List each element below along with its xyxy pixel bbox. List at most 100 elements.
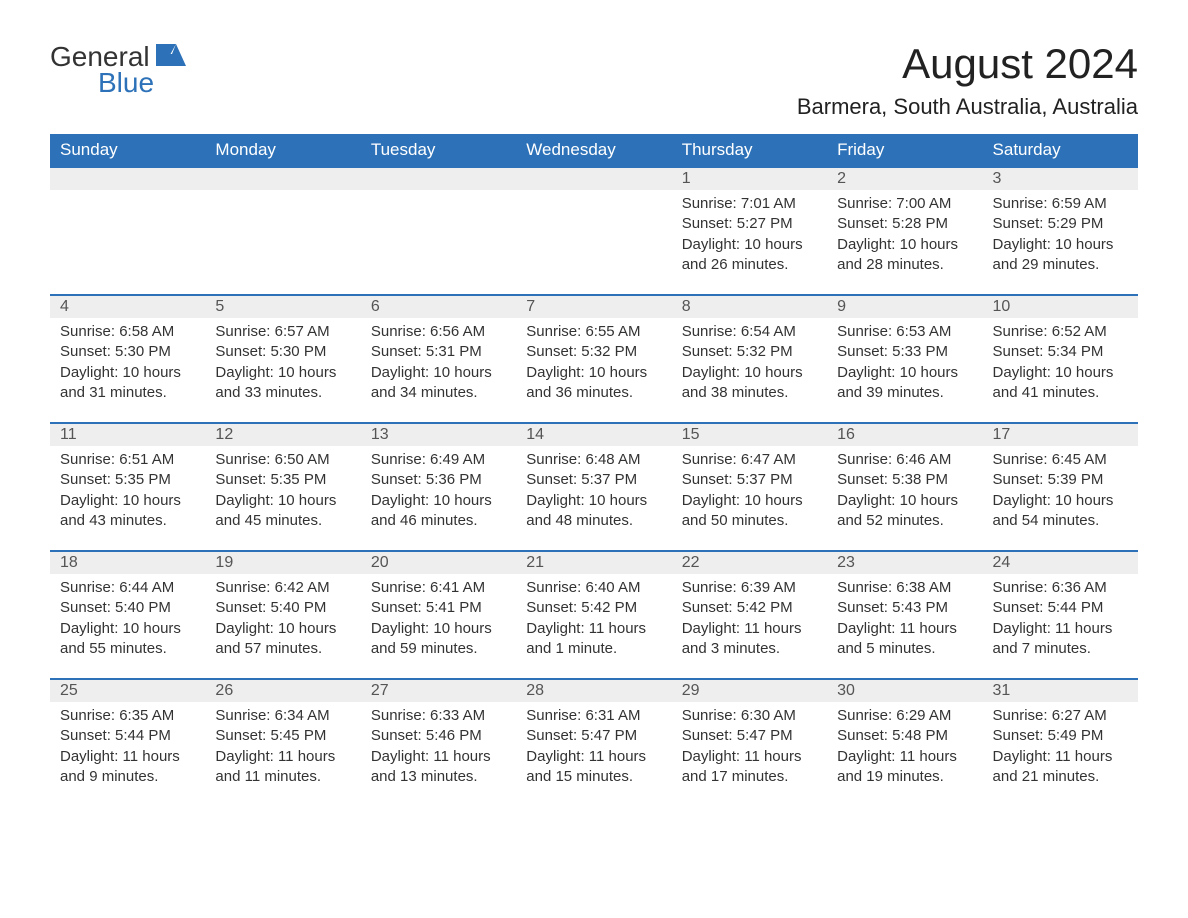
day-details: Sunrise: 6:57 AMSunset: 5:30 PMDaylight:…: [205, 318, 360, 413]
logo: General Blue: [50, 40, 186, 99]
sunrise-line: Sunrise: 6:53 AM: [837, 322, 972, 342]
weekday-header: Wednesday: [516, 134, 671, 166]
daylight-line: Daylight: 11 hours and 1 minute.: [526, 619, 661, 660]
calendar-cell: 26Sunrise: 6:34 AMSunset: 5:45 PMDayligh…: [205, 678, 360, 806]
daylight-line: Daylight: 10 hours and 39 minutes.: [837, 363, 972, 404]
sunset-line: Sunset: 5:43 PM: [837, 598, 972, 618]
daylight-line: Daylight: 10 hours and 26 minutes.: [682, 235, 817, 276]
calendar-cell: 7Sunrise: 6:55 AMSunset: 5:32 PMDaylight…: [516, 294, 671, 422]
sunrise-line: Sunrise: 6:38 AM: [837, 578, 972, 598]
sunset-line: Sunset: 5:29 PM: [993, 214, 1128, 234]
weekday-header: Monday: [205, 134, 360, 166]
calendar-cell: 28Sunrise: 6:31 AMSunset: 5:47 PMDayligh…: [516, 678, 671, 806]
day-number: 4: [50, 294, 205, 318]
weekday-header: Thursday: [672, 134, 827, 166]
sunrise-line: Sunrise: 6:42 AM: [215, 578, 350, 598]
weekday-header: Friday: [827, 134, 982, 166]
day-number: 1: [672, 166, 827, 190]
calendar-cell: [516, 166, 671, 294]
calendar-cell: 30Sunrise: 6:29 AMSunset: 5:48 PMDayligh…: [827, 678, 982, 806]
daylight-line: Daylight: 10 hours and 55 minutes.: [60, 619, 195, 660]
sunset-line: Sunset: 5:36 PM: [371, 470, 506, 490]
calendar-cell: 16Sunrise: 6:46 AMSunset: 5:38 PMDayligh…: [827, 422, 982, 550]
day-details: Sunrise: 6:56 AMSunset: 5:31 PMDaylight:…: [361, 318, 516, 413]
logo-flag-icon: [156, 44, 186, 66]
page-subtitle: Barmera, South Australia, Australia: [797, 94, 1138, 120]
day-number: 31: [983, 678, 1138, 702]
calendar-cell: 21Sunrise: 6:40 AMSunset: 5:42 PMDayligh…: [516, 550, 671, 678]
daylight-line: Daylight: 10 hours and 48 minutes.: [526, 491, 661, 532]
calendar-cell: 17Sunrise: 6:45 AMSunset: 5:39 PMDayligh…: [983, 422, 1138, 550]
day-number: 8: [672, 294, 827, 318]
day-number: 7: [516, 294, 671, 318]
daylight-line: Daylight: 11 hours and 17 minutes.: [682, 747, 817, 788]
day-number: 11: [50, 422, 205, 446]
sunrise-line: Sunrise: 6:52 AM: [993, 322, 1128, 342]
sunset-line: Sunset: 5:44 PM: [993, 598, 1128, 618]
sunset-line: Sunset: 5:32 PM: [682, 342, 817, 362]
day-number: 15: [672, 422, 827, 446]
sunset-line: Sunset: 5:42 PM: [682, 598, 817, 618]
day-number: 9: [827, 294, 982, 318]
day-details: Sunrise: 6:30 AMSunset: 5:47 PMDaylight:…: [672, 702, 827, 797]
daylight-line: Daylight: 10 hours and 34 minutes.: [371, 363, 506, 404]
daylight-line: Daylight: 11 hours and 19 minutes.: [837, 747, 972, 788]
calendar-cell: 18Sunrise: 6:44 AMSunset: 5:40 PMDayligh…: [50, 550, 205, 678]
sunrise-line: Sunrise: 7:00 AM: [837, 194, 972, 214]
sunset-line: Sunset: 5:35 PM: [60, 470, 195, 490]
sunrise-line: Sunrise: 6:40 AM: [526, 578, 661, 598]
daylight-line: Daylight: 10 hours and 29 minutes.: [993, 235, 1128, 276]
sunset-line: Sunset: 5:37 PM: [682, 470, 817, 490]
day-details: Sunrise: 6:49 AMSunset: 5:36 PMDaylight:…: [361, 446, 516, 541]
day-details: Sunrise: 6:33 AMSunset: 5:46 PMDaylight:…: [361, 702, 516, 797]
calendar-cell: 31Sunrise: 6:27 AMSunset: 5:49 PMDayligh…: [983, 678, 1138, 806]
day-details: Sunrise: 6:27 AMSunset: 5:49 PMDaylight:…: [983, 702, 1138, 797]
day-details: Sunrise: 6:34 AMSunset: 5:45 PMDaylight:…: [205, 702, 360, 797]
day-number-bar: [361, 166, 516, 190]
header: General Blue August 2024 Barmera, South …: [50, 40, 1138, 120]
sunrise-line: Sunrise: 6:47 AM: [682, 450, 817, 470]
calendar-cell: 9Sunrise: 6:53 AMSunset: 5:33 PMDaylight…: [827, 294, 982, 422]
daylight-line: Daylight: 10 hours and 54 minutes.: [993, 491, 1128, 532]
sunrise-line: Sunrise: 6:46 AM: [837, 450, 972, 470]
day-details: Sunrise: 6:35 AMSunset: 5:44 PMDaylight:…: [50, 702, 205, 797]
sunset-line: Sunset: 5:30 PM: [215, 342, 350, 362]
calendar-cell: 12Sunrise: 6:50 AMSunset: 5:35 PMDayligh…: [205, 422, 360, 550]
calendar-cell: 4Sunrise: 6:58 AMSunset: 5:30 PMDaylight…: [50, 294, 205, 422]
calendar-body: 1Sunrise: 7:01 AMSunset: 5:27 PMDaylight…: [50, 166, 1138, 806]
day-details: Sunrise: 6:48 AMSunset: 5:37 PMDaylight:…: [516, 446, 671, 541]
day-details: Sunrise: 6:47 AMSunset: 5:37 PMDaylight:…: [672, 446, 827, 541]
daylight-line: Daylight: 10 hours and 45 minutes.: [215, 491, 350, 532]
day-details: Sunrise: 6:40 AMSunset: 5:42 PMDaylight:…: [516, 574, 671, 669]
daylight-line: Daylight: 11 hours and 13 minutes.: [371, 747, 506, 788]
day-number-bar: [50, 166, 205, 190]
sunset-line: Sunset: 5:40 PM: [215, 598, 350, 618]
sunset-line: Sunset: 5:28 PM: [837, 214, 972, 234]
day-number: 20: [361, 550, 516, 574]
daylight-line: Daylight: 11 hours and 7 minutes.: [993, 619, 1128, 660]
calendar-row: 18Sunrise: 6:44 AMSunset: 5:40 PMDayligh…: [50, 550, 1138, 678]
calendar-cell: 20Sunrise: 6:41 AMSunset: 5:41 PMDayligh…: [361, 550, 516, 678]
day-number: 19: [205, 550, 360, 574]
day-details: Sunrise: 6:51 AMSunset: 5:35 PMDaylight:…: [50, 446, 205, 541]
calendar-cell: 23Sunrise: 6:38 AMSunset: 5:43 PMDayligh…: [827, 550, 982, 678]
sunset-line: Sunset: 5:45 PM: [215, 726, 350, 746]
daylight-line: Daylight: 11 hours and 15 minutes.: [526, 747, 661, 788]
day-number: 28: [516, 678, 671, 702]
day-details: Sunrise: 6:58 AMSunset: 5:30 PMDaylight:…: [50, 318, 205, 413]
sunrise-line: Sunrise: 6:44 AM: [60, 578, 195, 598]
day-number: 2: [827, 166, 982, 190]
calendar-cell: 3Sunrise: 6:59 AMSunset: 5:29 PMDaylight…: [983, 166, 1138, 294]
daylight-line: Daylight: 10 hours and 28 minutes.: [837, 235, 972, 276]
sunrise-line: Sunrise: 6:50 AM: [215, 450, 350, 470]
calendar-row: 25Sunrise: 6:35 AMSunset: 5:44 PMDayligh…: [50, 678, 1138, 806]
calendar-cell: 5Sunrise: 6:57 AMSunset: 5:30 PMDaylight…: [205, 294, 360, 422]
daylight-line: Daylight: 11 hours and 3 minutes.: [682, 619, 817, 660]
day-details: Sunrise: 6:50 AMSunset: 5:35 PMDaylight:…: [205, 446, 360, 541]
weekday-header: Saturday: [983, 134, 1138, 166]
sunset-line: Sunset: 5:34 PM: [993, 342, 1128, 362]
sunset-line: Sunset: 5:40 PM: [60, 598, 195, 618]
sunset-line: Sunset: 5:46 PM: [371, 726, 506, 746]
daylight-line: Daylight: 10 hours and 59 minutes.: [371, 619, 506, 660]
sunrise-line: Sunrise: 6:45 AM: [993, 450, 1128, 470]
